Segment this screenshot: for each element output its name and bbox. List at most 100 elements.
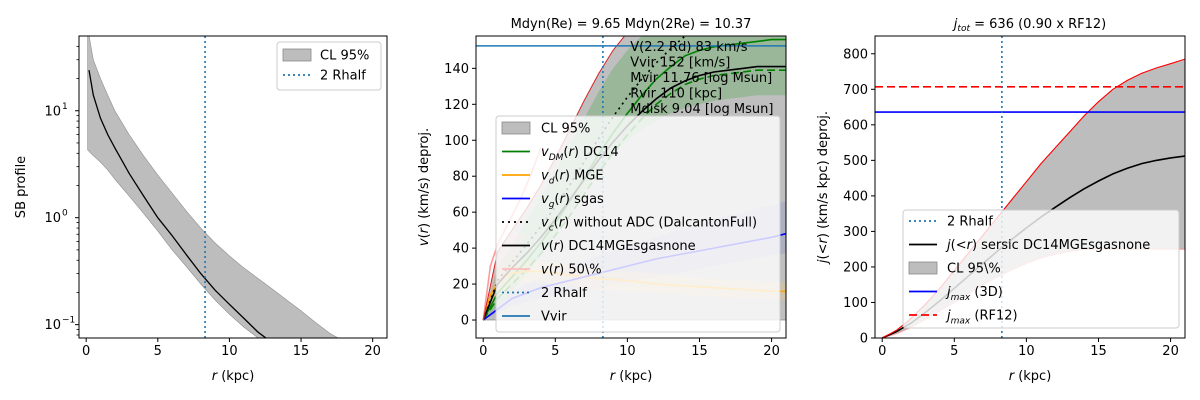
vc-legend-label: vDM(r) DC14	[541, 145, 619, 163]
vc-annotation: V(2.2 Rd) 83 km/s	[630, 40, 748, 55]
sb-y-tick-label: 10	[44, 104, 61, 119]
vc-legend-label-part: (	[549, 239, 554, 254]
vc-y-tick-label: 100	[444, 134, 469, 149]
vc-axes-frame	[475, 35, 787, 339]
jm-y-tick-label: 400	[843, 189, 868, 204]
x-label-var: r	[212, 369, 219, 384]
vc-legend-label-part: ) without ADC (DalcantonFull)	[564, 216, 757, 231]
jm-legend-label: CL 95\%	[947, 262, 1001, 277]
vc-legend-label-part: g	[549, 200, 555, 210]
sb-legend-band-label: CL 95%	[320, 49, 369, 64]
sb-x-tick-label: 15	[293, 344, 310, 359]
vc-y-label-rest: ) (km/s) deproj.	[417, 128, 432, 228]
vc-legend-box	[495, 115, 781, 333]
vc-legend-label-part: c	[549, 224, 554, 234]
vc-y-label-v: v	[417, 238, 432, 246]
vc-y-tick-label: 0	[461, 314, 469, 329]
jm-axes-frame	[874, 35, 1186, 339]
jm-legend-label-part: r	[967, 238, 974, 253]
vc-annotation: Vvir 152 [km/s]	[630, 56, 730, 71]
sb-y-axis-label: SB profile	[14, 156, 29, 218]
sb-y-tick-exp: 0	[62, 209, 68, 219]
vc-legend-label-part: r	[560, 192, 567, 207]
sb-profile-line	[88, 69, 267, 338]
vc-legend-label-part: Vvir	[541, 310, 567, 325]
jm-legend-label-part: j	[945, 238, 951, 253]
jm-legend-label-part: j	[945, 285, 951, 300]
vc-y-tick-label: 60	[452, 206, 469, 221]
jm-x-tick-label: 20	[1162, 344, 1179, 359]
vc-legend-label: 2 Rhalf	[541, 286, 587, 301]
vc-legend-label: vd(r) MGE	[541, 169, 604, 187]
vc-legend-label-part: v	[541, 263, 549, 278]
sb-x-tick-label: 10	[221, 344, 238, 359]
jm-legend-label-part: 2 Rhalf	[947, 215, 993, 230]
jm-y-tick-label: 100	[843, 296, 868, 311]
sb-legend-band-swatch	[282, 48, 312, 62]
vc-legend-label-part: v	[541, 239, 549, 254]
vc-legend-label-part: r	[560, 169, 567, 184]
jm-y-tick-label: 0	[860, 332, 868, 347]
sb-y-tick-exp: 1	[62, 102, 68, 112]
vc-legend-label-part: (	[549, 263, 554, 278]
vc-x-tick-label: 10	[619, 344, 636, 359]
vc-x-tick-label: 0	[479, 344, 487, 359]
jm-y-label-j: j	[816, 259, 831, 265]
vc-legend-label-part: DM	[549, 153, 564, 163]
jm-y-label-r: r	[816, 236, 831, 243]
x-label-unit: (kpc)	[217, 369, 254, 384]
vc-legend-label-part: v	[541, 145, 549, 160]
vc-legend-label-part: ) sgas	[565, 192, 604, 207]
jm-legend-label: 2 Rhalf	[947, 215, 993, 230]
vc-legend-label-part: ) DC14MGEsgasnone	[559, 239, 696, 254]
sb-x-tick-label: 0	[82, 344, 90, 359]
sb-y-tick-base: 10	[44, 211, 61, 226]
jm-y-tick-label: 500	[843, 154, 868, 169]
vc-legend-label: v(r) DC14MGEsgasnone	[541, 239, 696, 254]
jm-legend-label: jmax (RF12)	[945, 309, 1018, 327]
jm-title-j: j	[952, 17, 958, 32]
vc-legend-label-part: 2 Rhalf	[541, 286, 587, 301]
vc-x-tick-label: 20	[763, 344, 780, 359]
jm-x-tick-label: 0	[878, 344, 886, 359]
jm-x-tick-label: 10	[1018, 344, 1035, 359]
sb-y-tick-base: 10	[44, 318, 61, 333]
vc-legend-label: CL 95%	[541, 122, 590, 137]
sb-legend-2rhalf-label: 2 Rhalf	[320, 69, 366, 84]
vc-legend-label-part: ) 50\%	[559, 263, 601, 278]
jm-legend-label-part: j	[945, 309, 951, 324]
jm-y-tick-label: 700	[843, 83, 868, 98]
vc-legend-label: Vvir	[541, 310, 567, 325]
vc-y-label-open: (	[417, 233, 432, 238]
vc-legend-label-part: ) MGE	[565, 169, 604, 184]
sb-plot-area	[87, 36, 339, 338]
vc-legend-label-part: r	[554, 263, 561, 278]
sb-y-tick-base: 10	[44, 104, 61, 119]
vc-legend-label-part: (	[554, 216, 559, 231]
vc-legend-label-part: r	[554, 239, 561, 254]
sb-x-tick-label: 5	[154, 344, 162, 359]
jm-x-tick-label: 5	[950, 344, 958, 359]
vc-annotation: Mdisk 9.04 [log Msun]	[630, 102, 773, 117]
vc-y-label-r: r	[417, 226, 432, 233]
sb-y-tick-label: 10	[44, 211, 61, 226]
vc-x-tick-label: 5	[551, 344, 559, 359]
vc-annotation: Mvir 11.76 [log Msun]	[630, 71, 772, 86]
jm-y-tick-label: 800	[843, 47, 868, 62]
jm-y-label-open: (<	[816, 243, 831, 259]
vc-x-tick-label: 15	[691, 344, 708, 359]
sb-axes-frame	[78, 35, 388, 339]
jm-y-label-rest: ) (km/s kpc) deproj.	[816, 111, 831, 238]
vc-legend-label: v(r) 50\%	[541, 263, 602, 278]
jm-legend-label-part: CL 95\%	[947, 262, 1001, 277]
vc-legend-swatch	[501, 121, 531, 135]
jm-legend-label: j(<r) sersic DC14MGEsgasnone	[945, 238, 1150, 253]
vc-legend-label-part: d	[549, 177, 555, 187]
x-label-var: r	[1009, 369, 1016, 384]
jm-title-rest: = 636 (0.90 x RF12)	[970, 17, 1106, 32]
jm-x-tick-label: 15	[1090, 344, 1107, 359]
vc-legend-label-part: (	[554, 169, 559, 184]
